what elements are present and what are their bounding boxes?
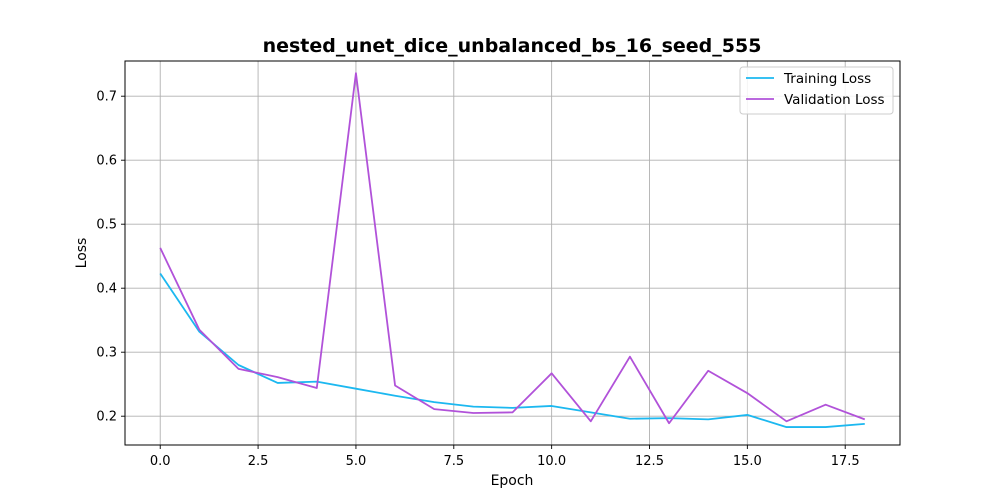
x-tick-label: 7.5 bbox=[443, 454, 464, 469]
x-tick-label: 17.5 bbox=[831, 454, 860, 469]
y-tick-label: 0.7 bbox=[96, 90, 117, 105]
training-loss-legend-label: Training Loss bbox=[783, 71, 871, 87]
y-axis-label: Loss bbox=[74, 238, 90, 269]
legend-box bbox=[739, 66, 894, 115]
x-tick-label: 12.5 bbox=[635, 454, 664, 469]
y-tick-label: 0.5 bbox=[96, 218, 117, 233]
x-axis-label: Epoch bbox=[491, 473, 534, 489]
x-tick-label: 0.0 bbox=[150, 454, 171, 469]
training-loss-line bbox=[159, 272, 865, 428]
y-tick-label: 0.3 bbox=[96, 346, 117, 361]
x-tick-label: 2.5 bbox=[248, 454, 269, 469]
validation-loss-legend-label: Validation Loss bbox=[784, 92, 885, 108]
axis-ticks: 0.0 2.5 5.0 7.5 10.0 12.5 15.0 17.5 0.2 0.3 0.4 0.5… bbox=[96, 90, 859, 469]
series-layer bbox=[159, 72, 866, 428]
y-tick-label: 0.2 bbox=[96, 410, 117, 425]
legend: Training Loss Validation Loss bbox=[739, 66, 894, 115]
y-tick-label: 0.6 bbox=[96, 154, 117, 169]
x-tick-label: 5.0 bbox=[346, 454, 367, 469]
plot-frame bbox=[124, 60, 901, 446]
chart-title: nested_unet_dice_unbalanced_bs_16_seed_5… bbox=[263, 35, 762, 57]
x-tick-label: 10.0 bbox=[537, 454, 566, 469]
y-tick-label: 0.4 bbox=[96, 282, 117, 297]
grid bbox=[125, 61, 900, 445]
validation-loss-line bbox=[159, 72, 866, 425]
x-tick-label: 15.0 bbox=[733, 454, 762, 469]
